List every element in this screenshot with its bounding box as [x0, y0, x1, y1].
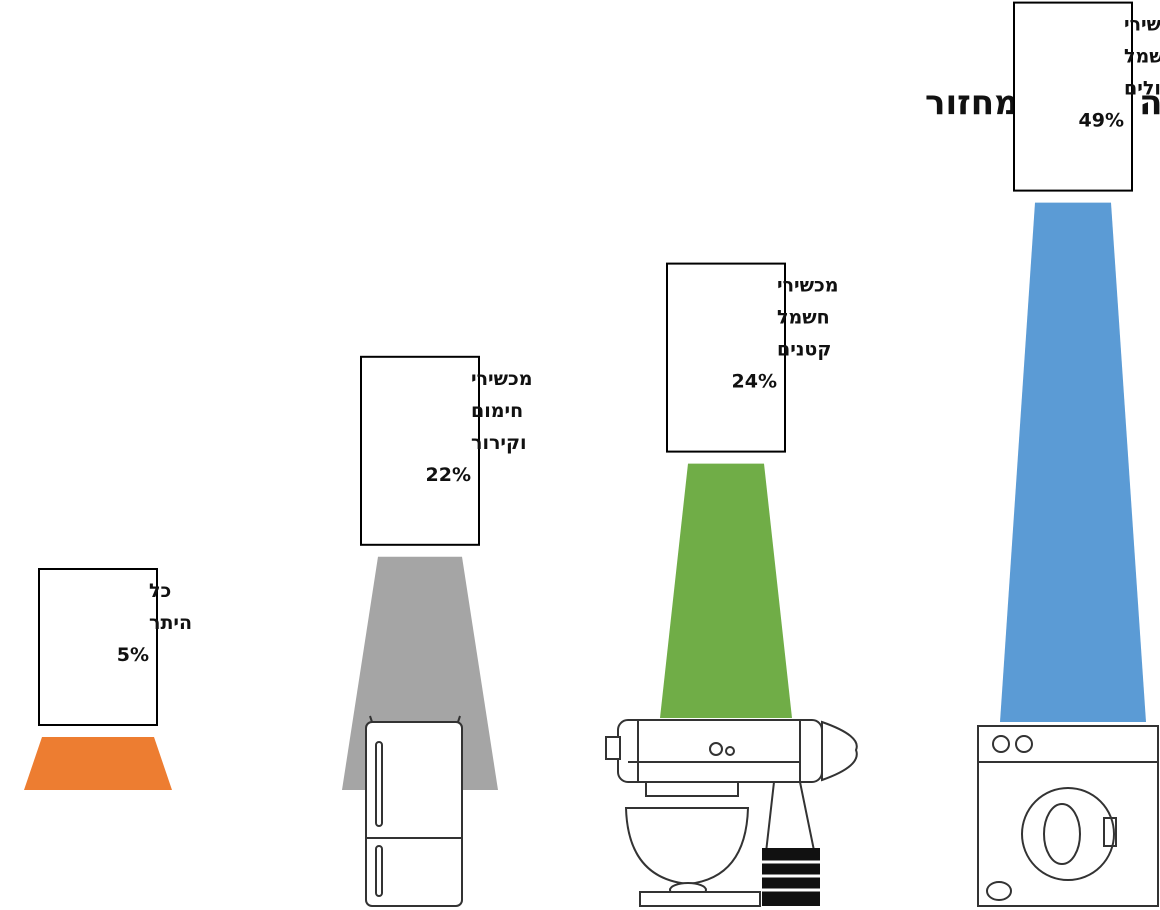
category-label-line: מכשירי [1124, 14, 1160, 36]
value-label: 49% [1079, 110, 1124, 132]
label-box-frame [38, 568, 158, 726]
stand-mixer-icon [605, 719, 858, 907]
category-label-line: קטנים [777, 339, 831, 361]
bar [660, 463, 792, 718]
category-label-line: וקירור [471, 432, 527, 454]
labels-layer: מכשיריחשמלגדולים49%מכשיריחשמלקטנים24%מכש… [38, 1, 1160, 726]
category-label-line: חשמל [777, 307, 830, 329]
category-label-line: חשמל [1124, 46, 1160, 68]
value-label: 24% [732, 371, 777, 393]
value-label: 5% [117, 644, 149, 666]
category-label-line: גדולים [1124, 78, 1160, 100]
value-label: 22% [426, 464, 471, 486]
bar [24, 737, 172, 790]
label-box-frame [666, 262, 786, 453]
category-label-line: מכשירי [777, 275, 839, 297]
washing-machine-icon [977, 725, 1159, 907]
category-label-line: חימום [471, 400, 523, 422]
bar-label-box: מכשירי חשמל גדולים49% [1013, 1, 1160, 192]
refrigerator-icon [365, 715, 463, 907]
category-label-line: היתר [149, 612, 192, 634]
label-box-frame [1013, 1, 1133, 192]
category-label-line: כל [149, 580, 171, 602]
bars-layer [24, 202, 1146, 790]
bar [1000, 202, 1146, 723]
label-box-frame [360, 355, 480, 546]
category-label-line: מכשירי [471, 368, 533, 390]
